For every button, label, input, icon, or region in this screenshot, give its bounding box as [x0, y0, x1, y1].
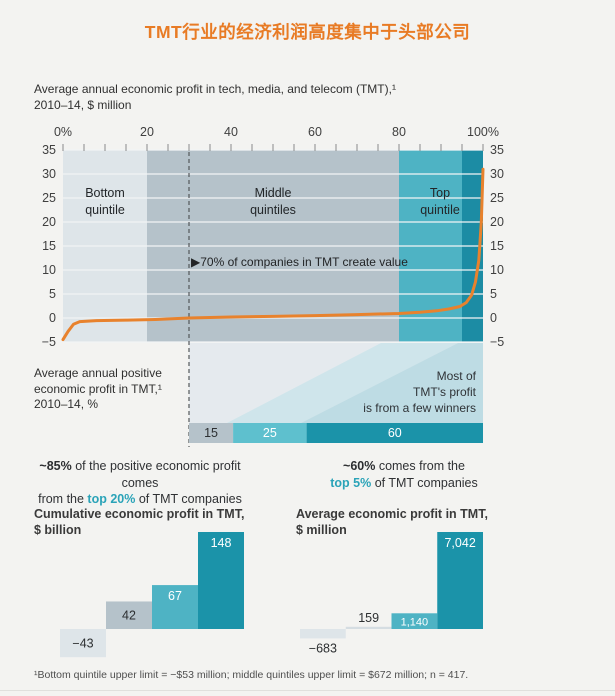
bar-value-label: −43 [72, 637, 93, 651]
stat-right-post: of TMT companies [371, 475, 478, 490]
stat-left: ~85% of the positive economic profit com… [26, 458, 254, 508]
x-axis-label: 40 [224, 125, 238, 139]
funnel-band-light [227, 343, 458, 423]
y-axis-label-right: 15 [490, 239, 504, 253]
subtitle-line-1: Average annual economic profit in tech, … [34, 82, 396, 96]
bottom-right-title-line-1: Average economic profit in TMT, [296, 507, 488, 521]
stat-right-bold: ~60% [343, 459, 376, 473]
bar-value-label: 159 [358, 611, 379, 625]
bar [437, 532, 483, 629]
y-axis-label-right: 30 [490, 167, 504, 181]
bar-value-label: 148 [211, 536, 232, 550]
bar [152, 585, 198, 629]
main-chart-subtitle: Average annual economic profit in tech, … [34, 81, 396, 113]
bottom-divider [0, 690, 615, 691]
stat-left-line-2: from the top 20% of TMT companies [26, 491, 254, 508]
y-axis-label-left: 10 [42, 263, 56, 277]
subtitle-line-2: 2010–14, $ million [34, 98, 132, 112]
bar [198, 532, 244, 629]
zone-label: quintile [85, 203, 125, 217]
bar-value-label: 7,042 [444, 536, 475, 550]
bar-value-label: 67 [168, 589, 182, 603]
zone-label: Middle [255, 186, 292, 200]
y-axis-label-right: 0 [490, 311, 497, 325]
bar-value-label: 1,140 [401, 617, 429, 629]
bar [60, 629, 106, 658]
zone-label: Top [430, 186, 450, 200]
x-axis-label: 100% [467, 125, 499, 139]
funnel-note-line: TMT's profit [413, 385, 477, 399]
bar-value-label: −683 [309, 641, 337, 655]
funnel-note-line: is from a few winners [363, 401, 476, 415]
bar [300, 629, 346, 639]
y-axis-label-right: −5 [490, 335, 504, 349]
funnel-label-line-1: Average annual positive [34, 366, 162, 380]
y-axis-label-left: 15 [42, 239, 56, 253]
stat-left-bold: ~85% [39, 459, 72, 473]
stat-right-rest: comes from the [375, 459, 465, 473]
segment-label: 15 [204, 426, 218, 440]
y-axis-label-left: −5 [42, 335, 56, 349]
profit-share-segment [189, 423, 234, 443]
stat-left-pre: from the [38, 492, 88, 506]
x-axis-label: 60 [308, 125, 322, 139]
y-axis-label-left: 35 [42, 143, 56, 157]
funnel-note-line: Most of [437, 369, 477, 383]
x-axis-label: 0% [54, 125, 72, 139]
profit-share-segment [306, 423, 483, 443]
y-axis-label-left: 25 [42, 191, 56, 205]
funnel-label-line-2: economic profit in TMT,¹ [34, 381, 162, 396]
y-axis-label-left: 20 [42, 215, 56, 229]
stat-right-line-1: ~60% comes from the [322, 458, 486, 475]
funnel-label-line-3: 2010–14, % [34, 397, 99, 411]
bar [345, 626, 392, 629]
zone-label: Bottom [85, 186, 125, 200]
bar [391, 613, 438, 629]
y-axis-label-right: 10 [490, 263, 504, 277]
bottom-left-title-line-1: Cumulative economic profit in TMT, [34, 507, 245, 521]
y-axis-label-left: 30 [42, 167, 56, 181]
bottom-right-chart-title: Average economic profit in TMT, $ millio… [296, 506, 488, 538]
x-axis-label: 20 [140, 125, 154, 139]
stat-right-line-2: top 5% of TMT companies [322, 475, 486, 492]
y-axis-label-right: 5 [490, 287, 497, 301]
bottom-left-title-line-2: $ billion [34, 523, 82, 537]
annotation-text: ▶70% of companies in TMT create value [191, 255, 408, 269]
stat-left-line-1: ~85% of the positive economic profit com… [26, 458, 254, 491]
stat-right-accent: top 5% [330, 475, 372, 490]
bar [106, 601, 152, 629]
funnel-left-label: Average annual positive economic profit … [34, 366, 162, 413]
page-title: TMT行业的经济利润高度集中于头部公司 [144, 22, 471, 42]
footnote: ¹Bottom quintile upper limit = −$53 mill… [34, 669, 469, 681]
stat-left-accent: top 20% [87, 492, 136, 506]
bottom-right-title-line-2: $ million [296, 523, 347, 537]
y-axis-label-left: 5 [49, 287, 56, 301]
stat-left-rest: of the positive economic profit comes [71, 459, 241, 490]
bar-value-label: 42 [122, 609, 136, 623]
y-axis-label-right: 25 [490, 191, 504, 205]
profit-share-segment [233, 423, 307, 443]
profit-curve [61, 167, 485, 342]
y-axis-label-left: 0 [49, 311, 56, 325]
stat-right: ~60% comes from the top 5% of TMT compan… [322, 458, 486, 491]
y-axis-label-right: 20 [490, 215, 504, 229]
x-axis-label: 80 [392, 125, 406, 139]
stat-left-post: of TMT companies [135, 492, 242, 506]
bottom-left-chart-title: Cumulative economic profit in TMT, $ bil… [34, 506, 244, 538]
zone-label: quintiles [250, 203, 296, 217]
zone-label: quintile [420, 203, 460, 217]
funnel-band-mid [301, 343, 483, 423]
segment-label: 60 [388, 426, 402, 440]
segment-label: 25 [263, 426, 277, 440]
y-axis-label-right: 35 [490, 143, 504, 157]
